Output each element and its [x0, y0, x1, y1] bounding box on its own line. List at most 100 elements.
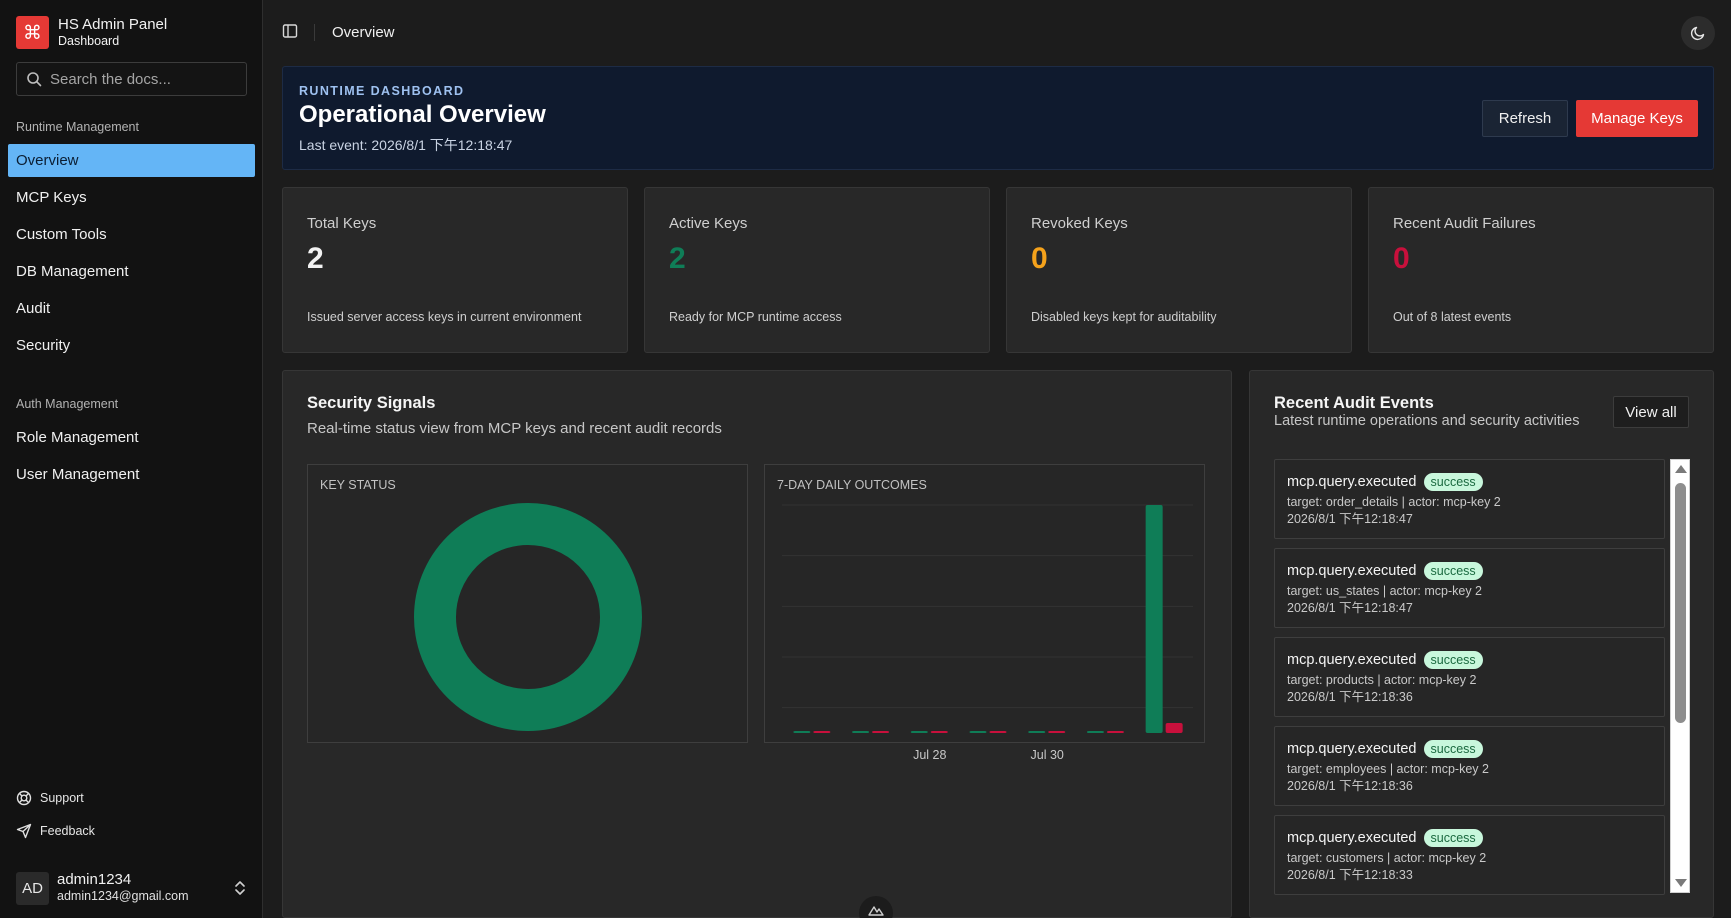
bar-jul-30-series-1 [1048, 731, 1066, 733]
event-name: mcp.query.executed [1287, 830, 1417, 846]
sidebar-item-role-management[interactable]: Role Management [16, 429, 139, 446]
daily-outcomes-bars: Jul 28 Jul 30 [782, 504, 1193, 762]
stat-desc: Ready for MCP runtime access [669, 310, 842, 324]
page-title: Operational Overview [299, 101, 546, 128]
event-target: target: order_details | actor: mcp-key 2 [1287, 495, 1501, 509]
stat-label: Total Keys [307, 215, 377, 232]
sidebar-item-security[interactable]: Security [16, 337, 71, 354]
daily-outcomes-caption: 7-DAY DAILY OUTCOMES [777, 478, 927, 492]
event-time: 2026/8/1 下午12:18:47 [1287, 512, 1413, 526]
bar-jul-31-series-1 [1106, 731, 1124, 733]
hero-banner: RUNTIME DASHBOARD Operational Overview L… [282, 66, 1714, 170]
stat-value: 0 [1031, 242, 1048, 275]
stat-value: 2 [669, 242, 686, 275]
chevron-up-down-icon [235, 881, 245, 895]
nuxt-devtools-button[interactable] [859, 896, 893, 918]
sidebar: ⌘ HS Admin Panel Dashboard Runtime Manag… [0, 0, 263, 918]
event-time: 2026/8/1 下午12:18:33 [1287, 868, 1413, 882]
stat-label: Revoked Keys [1031, 215, 1128, 232]
bar-jul-27-series-1 [872, 731, 890, 733]
security-signals-panel: Security Signals Real-time status view f… [282, 370, 1232, 918]
key-status-donut [414, 503, 642, 731]
section-auth-management: Auth Management [16, 397, 119, 411]
audit-event-item[interactable]: mcp.query.executed success target: us_st… [1274, 548, 1665, 628]
donut-slice-active [414, 503, 642, 731]
sidebar-item-audit[interactable]: Audit [16, 300, 51, 317]
sidebar-item-user-management[interactable]: User Management [16, 466, 140, 483]
bar-aug-1-series-0 [1145, 505, 1163, 733]
support-link[interactable]: Support [16, 790, 84, 806]
stat-card-recent-audit-failures: Recent Audit Failures 0 Out of 8 latest … [1368, 187, 1714, 353]
bar-jul-29-series-0 [969, 731, 987, 733]
hero-kicker: RUNTIME DASHBOARD [299, 84, 465, 98]
sidebar-item-mcp-keys[interactable]: MCP Keys [16, 189, 87, 206]
feedback-link[interactable]: Feedback [16, 823, 95, 839]
status-badge: success [1423, 651, 1483, 669]
audit-event-item[interactable]: mcp.query.executed success target: custo… [1274, 815, 1665, 895]
bar-jul-27-series-0 [852, 731, 870, 733]
key-status-chart: KEY STATUS [307, 464, 748, 743]
event-target: target: customers | actor: mcp-key 2 [1287, 851, 1487, 865]
search-input[interactable] [50, 70, 230, 88]
scroll-up-arrow-icon[interactable] [1675, 465, 1687, 473]
sidebar-item-db-management[interactable]: DB Management [16, 263, 129, 280]
status-badge: success [1423, 562, 1483, 580]
topbar-divider [314, 24, 315, 41]
stat-label: Recent Audit Failures [1393, 215, 1536, 232]
support-label: Support [40, 791, 84, 805]
last-event-text: Last event: 2026/8/1 下午12:18:47 [299, 137, 513, 153]
bar-jul-31-series-0 [1086, 731, 1104, 733]
event-name: mcp.query.executed [1287, 563, 1417, 579]
scroll-down-arrow-icon[interactable] [1675, 879, 1687, 887]
event-name: mcp.query.executed [1287, 652, 1417, 668]
event-time: 2026/8/1 下午12:18:36 [1287, 779, 1413, 793]
audit-scrollbar[interactable] [1670, 459, 1690, 893]
command-icon: ⌘ [16, 16, 49, 49]
search-box[interactable] [16, 62, 247, 96]
audit-event-item[interactable]: mcp.query.executed success target: emplo… [1274, 726, 1665, 806]
stat-desc: Disabled keys kept for auditability [1031, 310, 1217, 324]
security-signals-subtitle: Real-time status view from MCP keys and … [307, 420, 722, 437]
key-status-caption: KEY STATUS [320, 478, 396, 492]
user-menu[interactable]: AD admin1234 admin1234@gmail.com [16, 870, 247, 906]
breadcrumb: Overview [332, 24, 395, 41]
bar-aug-1-series-1 [1165, 723, 1183, 733]
refresh-button[interactable]: Refresh [1482, 100, 1568, 137]
event-target: target: us_states | actor: mcp-key 2 [1287, 584, 1482, 598]
sidebar-item-overview[interactable]: Overview [8, 144, 255, 177]
brand[interactable]: ⌘ HS Admin Panel Dashboard [16, 16, 167, 49]
x-tick-label: Jul 28 [913, 748, 946, 762]
sidebar-item-custom-tools[interactable]: Custom Tools [16, 226, 107, 243]
recent-audit-subtitle: Latest runtime operations and security a… [1274, 413, 1580, 429]
scrollbar-thumb[interactable] [1675, 483, 1686, 723]
stat-label: Active Keys [669, 215, 748, 232]
auth-nav: Role Management User Management [8, 421, 255, 495]
event-time: 2026/8/1 下午12:18:47 [1287, 601, 1413, 615]
theme-toggle-button[interactable] [1681, 16, 1715, 50]
bar-jul-28-series-1 [930, 731, 948, 733]
recent-audit-title: Recent Audit Events [1274, 394, 1434, 412]
status-badge: success [1423, 740, 1483, 758]
event-target: target: employees | actor: mcp-key 2 [1287, 762, 1489, 776]
feedback-label: Feedback [40, 824, 95, 838]
audit-event-item[interactable]: mcp.query.executed success target: produ… [1274, 637, 1665, 717]
daily-outcomes-chart: 7-DAY DAILY OUTCOMES Jul 28 Jul 30 [764, 464, 1205, 762]
runtime-nav: Overview MCP Keys Custom Tools DB Manage… [8, 144, 255, 366]
sidebar-toggle-icon[interactable] [282, 23, 298, 39]
status-badge: success [1423, 473, 1483, 491]
view-all-button[interactable]: View all [1613, 396, 1689, 428]
event-target: target: products | actor: mcp-key 2 [1287, 673, 1477, 687]
recent-audit-panel: Recent Audit Events Latest runtime opera… [1249, 370, 1714, 918]
audit-event-list[interactable]: mcp.query.executed success target: order… [1274, 459, 1665, 899]
audit-event-item[interactable]: mcp.query.executed success target: order… [1274, 459, 1665, 539]
stat-desc: Out of 8 latest events [1393, 310, 1512, 324]
stat-desc: Issued server access keys in current env… [307, 310, 582, 324]
manage-keys-button[interactable]: Manage Keys [1576, 100, 1698, 137]
stat-card-active-keys: Active Keys 2 Ready for MCP runtime acce… [644, 187, 990, 353]
search-icon [27, 72, 42, 87]
security-signals-title: Security Signals [307, 394, 436, 412]
mountain-logo-icon [868, 906, 884, 916]
bar-jul-28-series-0 [910, 731, 928, 733]
event-name: mcp.query.executed [1287, 741, 1417, 757]
stat-value: 2 [307, 242, 324, 275]
